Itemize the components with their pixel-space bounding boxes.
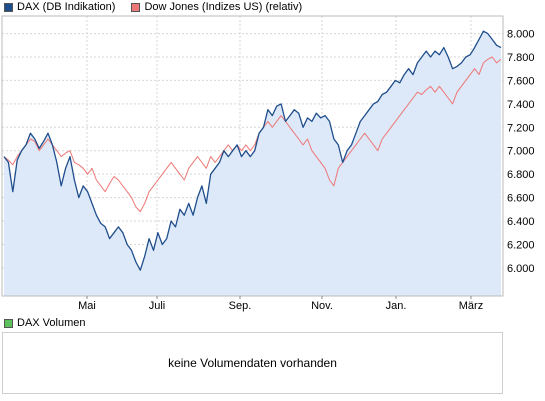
y-tick-label: 6.000 bbox=[507, 263, 535, 275]
legend-swatch-volume bbox=[4, 318, 13, 328]
volume-legend: DAX Volumen bbox=[4, 316, 101, 330]
x-tick-label: Jan. bbox=[386, 300, 407, 312]
legend-swatch-dow-jones bbox=[131, 2, 141, 12]
volume-empty-message: keine Volumendaten vorhanden bbox=[168, 356, 337, 370]
x-tick-label: Juli bbox=[149, 300, 166, 312]
y-tick-label: 7.600 bbox=[507, 75, 535, 87]
x-tick-label: Mai bbox=[78, 300, 96, 312]
axis-labels: 6.000 6.200 6.400 6.600 6.800 7.000 7.200 7.400… bbox=[78, 29, 534, 312]
dax-area-fill bbox=[4, 31, 501, 296]
y-tick-label: 6.200 bbox=[507, 239, 535, 251]
series-lines bbox=[3, 30, 502, 271]
y-tick-label: 7.000 bbox=[507, 146, 535, 158]
legend-item-dax[interactable]: DAX (DB Indikation) bbox=[4, 0, 115, 14]
legend-swatch-dax bbox=[4, 2, 13, 12]
y-tick-label: 7.200 bbox=[507, 122, 535, 134]
series-line-0 bbox=[3, 30, 502, 271]
y-tick-label: 6.800 bbox=[507, 169, 535, 181]
price-chart: 6.000 6.200 6.400 6.600 6.800 7.000 7.200 7.400… bbox=[1, 15, 535, 312]
y-tick-label: 8.000 bbox=[507, 29, 535, 41]
series-line-1 bbox=[3, 56, 502, 213]
chart-legend: DAX (DB Indikation) Dow Jones (Indizes U… bbox=[4, 0, 318, 14]
x-tick-label: Sep. bbox=[229, 300, 252, 312]
y-tick-label: 6.400 bbox=[507, 216, 535, 228]
y-tick-label: 7.800 bbox=[507, 52, 535, 64]
y-tick-label: 6.600 bbox=[507, 193, 535, 205]
legend-label-dow-jones: Dow Jones (Indizes US) (relativ) bbox=[144, 1, 303, 13]
legend-item-dow-jones[interactable]: Dow Jones (Indizes US) (relativ) bbox=[131, 0, 302, 14]
legend-item-volume[interactable]: DAX Volumen bbox=[4, 316, 85, 330]
plot-frame bbox=[1, 15, 504, 297]
y-tick-label: 7.400 bbox=[507, 99, 535, 111]
legend-label-volume: DAX Volumen bbox=[17, 317, 86, 329]
legend-label-dax: DAX (DB Indikation) bbox=[17, 1, 116, 13]
x-tick-label: Nov. bbox=[311, 300, 333, 312]
x-tick-label: März bbox=[459, 300, 483, 312]
volume-panel: keine Volumendaten vorhanden bbox=[2, 332, 503, 394]
